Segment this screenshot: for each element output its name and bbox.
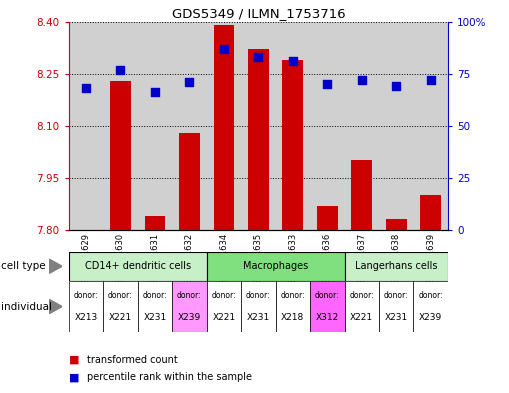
Text: donor:: donor: bbox=[212, 291, 236, 300]
Text: donor:: donor: bbox=[384, 291, 409, 300]
Text: ■: ■ bbox=[69, 372, 79, 382]
Text: X231: X231 bbox=[247, 313, 270, 322]
Text: donor:: donor: bbox=[246, 291, 271, 300]
Bar bbox=[207, 252, 345, 281]
Bar bbox=[345, 281, 379, 332]
Point bbox=[82, 85, 90, 92]
Text: Langerhans cells: Langerhans cells bbox=[355, 261, 437, 271]
Bar bbox=[241, 22, 275, 230]
Text: X221: X221 bbox=[109, 313, 132, 322]
Point bbox=[392, 83, 400, 89]
Polygon shape bbox=[49, 299, 62, 314]
Text: X218: X218 bbox=[281, 313, 304, 322]
Text: donor:: donor: bbox=[349, 291, 374, 300]
Point bbox=[254, 54, 263, 60]
Point bbox=[185, 79, 193, 85]
Bar bbox=[386, 219, 407, 230]
Text: donor:: donor: bbox=[74, 291, 98, 300]
Text: percentile rank within the sample: percentile rank within the sample bbox=[87, 372, 251, 382]
Bar bbox=[379, 22, 413, 230]
Bar bbox=[345, 252, 448, 281]
Point bbox=[289, 58, 297, 64]
Text: transformed count: transformed count bbox=[87, 354, 177, 365]
Text: Macrophages: Macrophages bbox=[243, 261, 308, 271]
Text: donor:: donor: bbox=[418, 291, 443, 300]
Bar bbox=[248, 50, 269, 230]
Bar bbox=[275, 22, 310, 230]
Bar bbox=[207, 281, 241, 332]
Point bbox=[151, 89, 159, 95]
Text: individual: individual bbox=[1, 301, 52, 312]
Title: GDS5349 / ILMN_1753716: GDS5349 / ILMN_1753716 bbox=[172, 7, 345, 20]
Bar bbox=[420, 195, 441, 230]
Bar bbox=[413, 281, 448, 332]
Bar bbox=[69, 252, 207, 281]
Bar bbox=[69, 22, 103, 230]
Text: X312: X312 bbox=[316, 313, 339, 322]
Text: donor:: donor: bbox=[315, 291, 340, 300]
Bar bbox=[213, 25, 234, 230]
Point bbox=[117, 66, 125, 73]
Text: cell type: cell type bbox=[1, 261, 46, 271]
Bar bbox=[110, 81, 131, 230]
Bar bbox=[103, 281, 137, 332]
Bar bbox=[69, 281, 103, 332]
Bar bbox=[103, 22, 137, 230]
Text: donor:: donor: bbox=[177, 291, 202, 300]
Point bbox=[358, 77, 366, 83]
Text: ■: ■ bbox=[69, 354, 79, 365]
Bar bbox=[137, 22, 172, 230]
Text: X231: X231 bbox=[143, 313, 166, 322]
Bar bbox=[179, 133, 200, 230]
Bar bbox=[351, 160, 372, 230]
Text: X213: X213 bbox=[74, 313, 98, 322]
Bar bbox=[145, 216, 165, 230]
Polygon shape bbox=[49, 259, 62, 274]
Bar bbox=[413, 22, 448, 230]
Bar bbox=[317, 206, 337, 230]
Text: X221: X221 bbox=[350, 313, 373, 322]
Text: X221: X221 bbox=[212, 313, 235, 322]
Bar bbox=[207, 22, 241, 230]
Point bbox=[427, 77, 435, 83]
Bar bbox=[282, 60, 303, 230]
Bar bbox=[275, 281, 310, 332]
Text: X231: X231 bbox=[385, 313, 408, 322]
Text: X239: X239 bbox=[419, 313, 442, 322]
Bar bbox=[172, 22, 207, 230]
Bar bbox=[137, 281, 172, 332]
Bar bbox=[172, 281, 207, 332]
Text: X239: X239 bbox=[178, 313, 201, 322]
Bar bbox=[310, 22, 345, 230]
Text: donor:: donor: bbox=[280, 291, 305, 300]
Bar bbox=[241, 281, 275, 332]
Text: donor:: donor: bbox=[143, 291, 167, 300]
Point bbox=[220, 46, 228, 52]
Bar bbox=[379, 281, 413, 332]
Bar bbox=[345, 22, 379, 230]
Text: CD14+ dendritic cells: CD14+ dendritic cells bbox=[84, 261, 191, 271]
Point bbox=[323, 81, 331, 87]
Text: donor:: donor: bbox=[108, 291, 133, 300]
Bar bbox=[310, 281, 345, 332]
